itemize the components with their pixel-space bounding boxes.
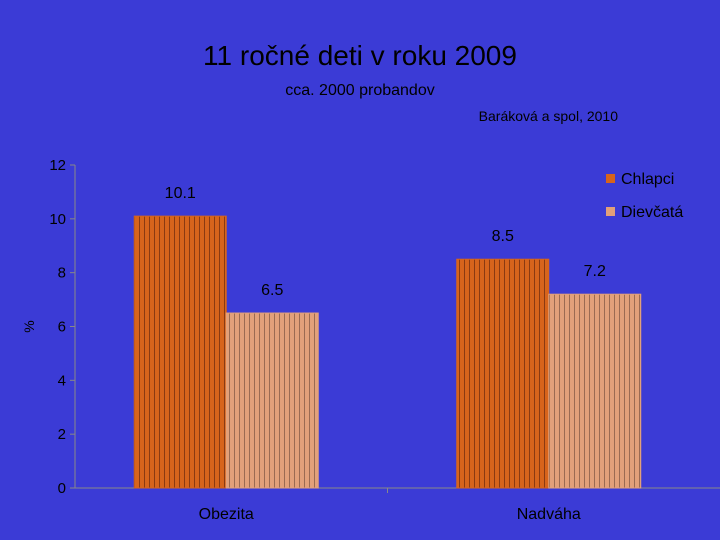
y-tick-label: 6 — [58, 319, 66, 336]
y-tick-label: 0 — [58, 480, 66, 497]
category-label: Nadváha — [517, 506, 581, 523]
category-label: Obezita — [199, 506, 254, 523]
legend-label: Dievčatá — [621, 204, 683, 221]
chart-axes: 0 2 4 6 8 10 12% Obezita Nadváha — [21, 157, 720, 523]
chart-bars — [133, 215, 642, 489]
legend-swatch — [606, 174, 615, 183]
y-tick-label: 4 — [58, 372, 66, 389]
y-tick-label: 8 — [58, 265, 66, 282]
chart-subtitle: cca. 2000 probandov — [285, 82, 435, 99]
data-label: 10.1 — [165, 185, 196, 202]
y-tick-label: 2 — [58, 426, 66, 443]
bar-chlapci — [456, 258, 550, 489]
chart-legend: Chlapci Dievčatá — [606, 171, 683, 221]
legend-label: Chlapci — [621, 171, 674, 188]
data-label: 8.5 — [492, 228, 514, 245]
legend-swatch — [606, 207, 615, 216]
data-label: 6.5 — [261, 282, 283, 299]
chart-labels: 10.1 6.5 8.5 7.2 — [165, 185, 606, 299]
data-label: 7.2 — [584, 263, 606, 280]
bar-dievčatá — [548, 293, 642, 489]
chart-title: 11 ročné deti v roku 2009 — [203, 40, 517, 71]
y-axis-title: % — [21, 320, 37, 332]
y-tick-label: 10 — [49, 211, 66, 228]
bar-chlapci — [133, 215, 227, 489]
bar-dievčatá — [225, 312, 319, 489]
source-citation: Baráková a spol, 2010 — [478, 108, 618, 124]
y-tick-label: 12 — [49, 157, 66, 174]
